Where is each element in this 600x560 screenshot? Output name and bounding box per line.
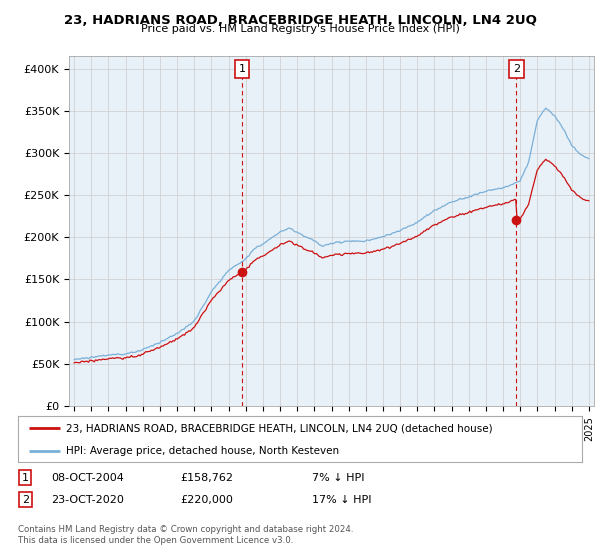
Text: 1: 1 [22, 473, 29, 483]
Text: 2: 2 [513, 64, 520, 74]
Text: £158,762: £158,762 [180, 473, 233, 483]
Text: 23-OCT-2020: 23-OCT-2020 [51, 494, 124, 505]
Text: 23, HADRIANS ROAD, BRACEBRIDGE HEATH, LINCOLN, LN4 2UQ: 23, HADRIANS ROAD, BRACEBRIDGE HEATH, LI… [64, 14, 536, 27]
Text: Contains HM Land Registry data © Crown copyright and database right 2024.
This d: Contains HM Land Registry data © Crown c… [18, 525, 353, 545]
Text: HPI: Average price, detached house, North Kesteven: HPI: Average price, detached house, Nort… [66, 446, 339, 455]
Text: 08-OCT-2004: 08-OCT-2004 [51, 473, 124, 483]
Text: 17% ↓ HPI: 17% ↓ HPI [312, 494, 371, 505]
Text: 23, HADRIANS ROAD, BRACEBRIDGE HEATH, LINCOLN, LN4 2UQ (detached house): 23, HADRIANS ROAD, BRACEBRIDGE HEATH, LI… [66, 423, 493, 433]
Text: £220,000: £220,000 [180, 494, 233, 505]
Text: 2: 2 [22, 494, 29, 505]
Text: 1: 1 [238, 64, 245, 74]
Text: 7% ↓ HPI: 7% ↓ HPI [312, 473, 365, 483]
Text: Price paid vs. HM Land Registry's House Price Index (HPI): Price paid vs. HM Land Registry's House … [140, 24, 460, 34]
